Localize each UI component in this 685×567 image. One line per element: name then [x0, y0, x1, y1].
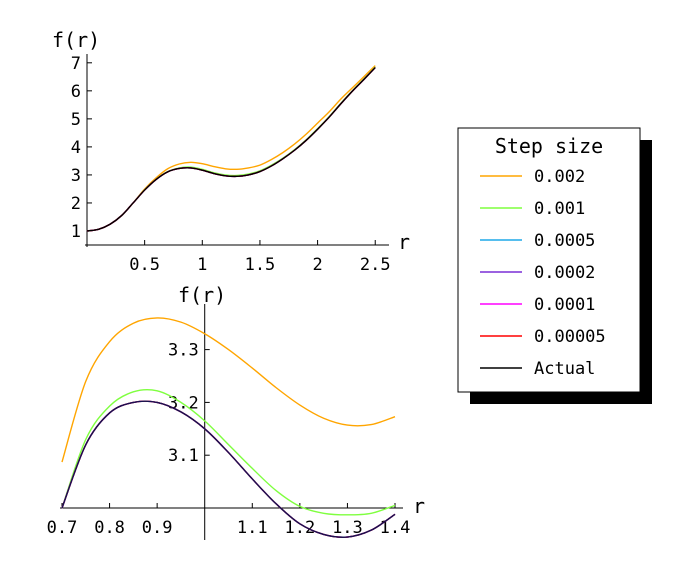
x-tick-label: 1.2 [284, 518, 315, 538]
y-tick-label: 3.3 [168, 341, 199, 361]
legend-label: Actual [534, 359, 595, 379]
y-tick-label: 6 [71, 82, 81, 102]
x-tick-label: 0.8 [94, 518, 125, 538]
series-line-Actual [86, 67, 376, 232]
legend-title: Step size [495, 134, 603, 158]
series-line-0.001 [61, 388, 396, 516]
series-line-0.0005 [61, 400, 396, 538]
x-axis-label: r [398, 230, 410, 254]
legend-label: 0.0001 [534, 295, 595, 315]
series-line-Actual [61, 400, 396, 538]
series-line-0.0002 [61, 400, 396, 538]
x-tick-label: 1.1 [237, 518, 268, 538]
y-tick-label: 7 [71, 54, 81, 74]
x-tick-label: 1.5 [245, 255, 276, 275]
y-tick-label: 2 [71, 194, 81, 214]
x-tick-label: 0.9 [142, 518, 173, 538]
legend: Step size 0.002 0.001 0.0005 0.0002 0.0001 0.0… [457, 127, 652, 404]
x-tick-label: 2 [312, 255, 322, 275]
x-tick-label: 1.4 [380, 518, 411, 538]
y-tick-label: 5 [71, 110, 81, 130]
top-plot: 0.5 1 1.5 2 2.5 1 2 3 4 5 6 7 r f(r) [52, 28, 410, 275]
x-tick-label: 0.7 [47, 518, 78, 538]
legend-box [457, 127, 641, 393]
legend-label: 0.00005 [534, 327, 606, 347]
zoom-plot: 0.7 0.8 0.9 1.1 1.2 1.3 1.43.13.23.3rf(r) [47, 283, 425, 540]
x-axis-label: r [413, 494, 425, 518]
y-axis-label: f(r) [52, 28, 100, 52]
series-line-0.002 [61, 317, 396, 463]
y-tick-label: 1 [71, 222, 81, 242]
legend-label: 0.0002 [534, 263, 595, 283]
legend-label: 0.002 [534, 167, 585, 187]
series-line-0.0001 [61, 400, 396, 538]
y-tick-label: 4 [71, 138, 81, 158]
series-line-0.00005 [61, 400, 396, 538]
legend-label: 0.0005 [534, 231, 595, 251]
y-tick-label: 3 [71, 166, 81, 186]
x-tick-label: 0.5 [129, 255, 160, 275]
y-tick-label: 3.1 [168, 446, 199, 466]
x-tick-label: 2.5 [360, 255, 391, 275]
legend-label: 0.001 [534, 199, 585, 219]
y-axis-label: f(r) [178, 283, 226, 307]
x-tick-label: 1 [197, 255, 207, 275]
x-tick-label: 1.3 [332, 518, 363, 538]
